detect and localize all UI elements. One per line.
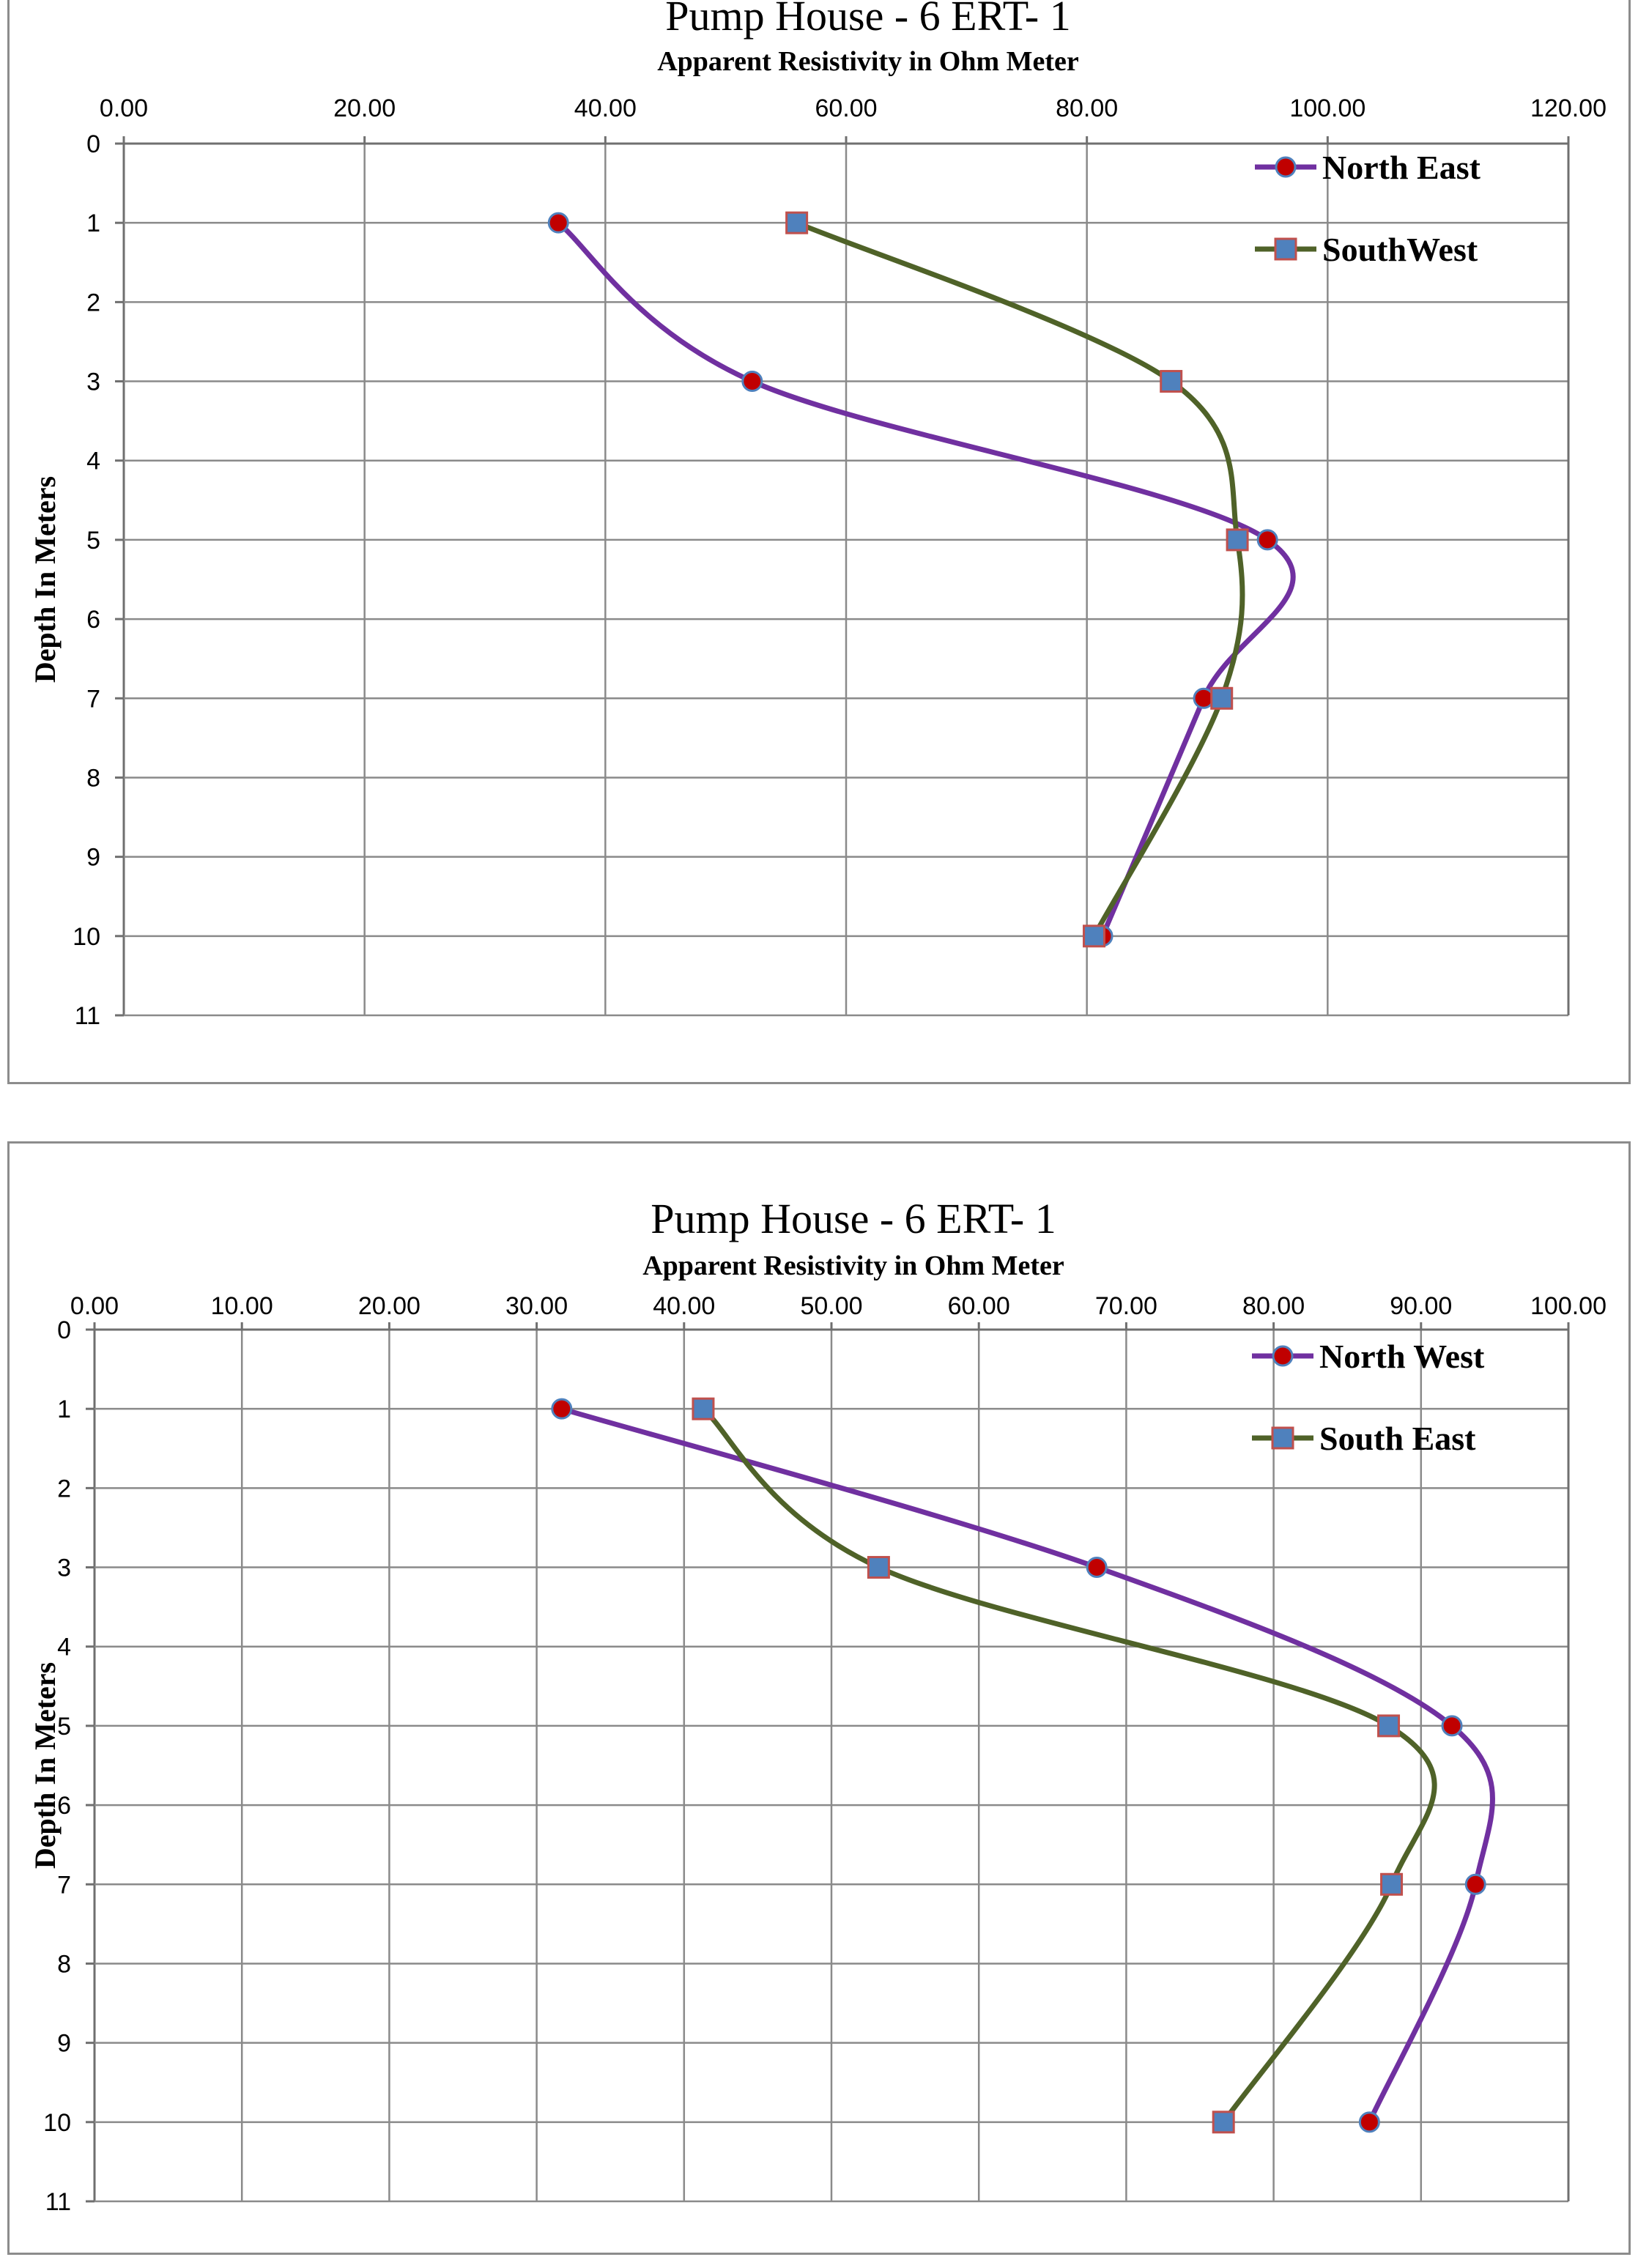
series-line — [559, 1406, 1495, 2125]
data-point — [1212, 2110, 1235, 2134]
y-tick-label: 5 — [57, 1713, 71, 1741]
x-tick-label: 0.00 — [100, 94, 148, 122]
x-tick-label: 40.00 — [574, 94, 637, 122]
chart-title: Pump House - 6 ERT- 1 — [651, 1195, 1056, 1242]
data-point — [1256, 529, 1278, 551]
legend-entry: North West — [1252, 1338, 1485, 1375]
y-tick-label: 8 — [86, 764, 100, 792]
data-point — [1441, 1715, 1463, 1737]
series-line — [555, 220, 1296, 939]
data-point — [1380, 1872, 1404, 1896]
data-point — [785, 211, 809, 234]
data-point — [1377, 1714, 1401, 1738]
data-point — [1193, 687, 1215, 709]
series-line — [700, 1406, 1437, 2125]
y-tick-label: 2 — [57, 1475, 71, 1502]
x-axis-label: Apparent Resistivity in Ohm Meter — [642, 1250, 1064, 1281]
y-tick-label: 7 — [57, 1871, 71, 1899]
y-tick-label: 6 — [57, 1792, 71, 1820]
y-tick-label: 0 — [57, 1316, 71, 1344]
data-point — [1226, 528, 1249, 552]
y-tick-label: 7 — [86, 685, 100, 713]
y-tick-label: 10 — [73, 923, 100, 951]
y-tick-label: 4 — [57, 1634, 71, 1661]
data-point — [1464, 1873, 1486, 1895]
x-tick-label: 10.00 — [211, 1292, 273, 1320]
x-tick-label: 60.00 — [948, 1292, 1010, 1320]
chart-bottom-svg: Pump House - 6 ERT- 1 Apparent Resistivit… — [29, 1195, 1606, 2216]
grid — [115, 136, 1570, 1017]
chart-panel-top: Pump House - 6 ERT- 1 Apparent Resistivit… — [7, 0, 1631, 1084]
legend-entry: SouthWest — [1255, 231, 1478, 268]
y-tick-label: 1 — [57, 1396, 71, 1423]
y-tick-label: 9 — [57, 2030, 71, 2058]
x-tick-label: 100.00 — [1289, 94, 1365, 122]
data-point — [547, 212, 569, 234]
x-tick-label: 0.00 — [70, 1292, 119, 1320]
legend-entry: South East — [1252, 1420, 1476, 1457]
data-point — [1358, 2111, 1380, 2133]
y-tick-label: 10 — [43, 2109, 71, 2137]
legend-marker — [1271, 1426, 1294, 1450]
legend-label: South East — [1319, 1420, 1476, 1457]
y-tick-label: 2 — [86, 289, 100, 316]
legend-label: North West — [1319, 1338, 1485, 1375]
y-tick-label: 1 — [86, 210, 100, 237]
data-point — [551, 1398, 573, 1420]
legend-marker — [1275, 156, 1297, 178]
x-tick-label: 20.00 — [333, 94, 396, 122]
y-axis-label: Depth In Meters — [29, 1662, 62, 1869]
x-tick-label: 80.00 — [1242, 1292, 1305, 1320]
x-tick-label: 80.00 — [1056, 94, 1118, 122]
chart-title: Pump House - 6 ERT- 1 — [665, 0, 1070, 40]
data-point — [1083, 924, 1106, 948]
data-point — [1086, 1557, 1108, 1579]
y-tick-label: 5 — [86, 527, 100, 555]
y-tick-label: 11 — [45, 2188, 71, 2216]
data-point — [1160, 370, 1183, 393]
y-tick-label: 9 — [86, 844, 100, 872]
x-tick-label: 90.00 — [1390, 1292, 1452, 1320]
y-tick-label: 3 — [86, 368, 100, 396]
series-north-east — [547, 212, 1296, 947]
grid — [86, 1322, 1570, 2203]
x-tick-label: 70.00 — [1095, 1292, 1157, 1320]
y-tick-label: 8 — [57, 1950, 71, 1978]
series-line — [794, 220, 1245, 939]
data-point — [692, 1397, 715, 1420]
x-tick-label: 30.00 — [505, 1292, 568, 1320]
x-tick-label: 60.00 — [815, 94, 877, 122]
chart-top-svg: Pump House - 6 ERT- 1 Apparent Resistivit… — [29, 0, 1606, 1030]
y-tick-label: 3 — [57, 1554, 71, 1582]
x-axis-label: Apparent Resistivity in Ohm Meter — [657, 46, 1079, 77]
x-tick-label: 120.00 — [1530, 94, 1606, 122]
legend-label: North East — [1322, 149, 1481, 186]
y-tick-label: 4 — [86, 448, 100, 475]
legend-entry: North East — [1255, 149, 1481, 186]
x-tick-label: 20.00 — [358, 1292, 420, 1320]
legend-marker — [1274, 237, 1297, 261]
y-axis-label: Depth In Meters — [29, 476, 62, 683]
y-tick-label: 0 — [86, 130, 100, 158]
x-tick-label: 40.00 — [653, 1292, 715, 1320]
series-south-east — [692, 1397, 1437, 2134]
data-point — [741, 371, 763, 393]
series-north-west — [551, 1398, 1495, 2133]
legend-label: SouthWest — [1322, 231, 1478, 268]
x-tick-label: 100.00 — [1530, 1292, 1606, 1320]
y-tick-label: 6 — [86, 606, 100, 634]
data-point — [1210, 686, 1234, 710]
x-tick-label: 50.00 — [800, 1292, 862, 1320]
y-tick-label: 11 — [75, 1002, 100, 1030]
data-point — [867, 1556, 890, 1579]
series-southwest — [785, 211, 1249, 948]
legend-marker — [1272, 1345, 1294, 1367]
chart-panel-bottom: Pump House - 6 ERT- 1 Apparent Resistivit… — [7, 1141, 1631, 2255]
